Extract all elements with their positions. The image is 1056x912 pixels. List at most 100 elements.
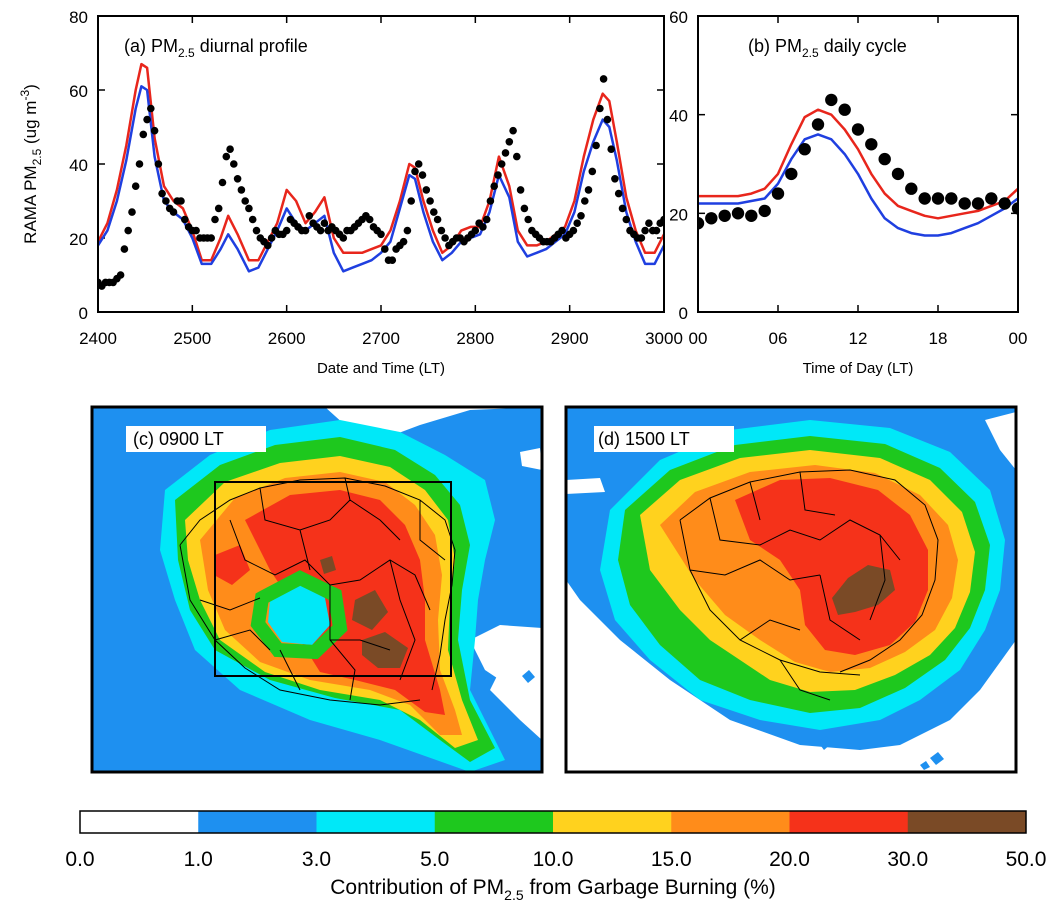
observed-point [798, 143, 811, 156]
map-c-red-spot-west [214, 545, 250, 585]
observed-point [825, 93, 838, 107]
map-c-zone-30-50-b [362, 632, 408, 668]
observed-point [192, 226, 200, 235]
observed-point [577, 212, 585, 220]
y-tick-label: 40 [69, 156, 88, 175]
observed-point [652, 226, 661, 235]
panel-a-red-series [98, 62, 664, 262]
observed-point [958, 197, 971, 210]
observed-point [282, 226, 291, 235]
map-c-white-patch [470, 625, 542, 700]
colorbar-segment [80, 811, 199, 833]
observed-point [226, 145, 234, 153]
map-panel-d: (d) 1500 LT [566, 407, 1016, 772]
observed-point [509, 126, 517, 135]
observed-point [158, 189, 166, 198]
red-line [98, 62, 664, 262]
observed-point [128, 208, 136, 216]
observed-point [131, 182, 140, 190]
observed-point [905, 182, 918, 195]
map-c-zone-30-50-c [320, 556, 336, 574]
observed-point [479, 223, 487, 231]
observed-point [569, 226, 578, 235]
observed-point [878, 152, 891, 166]
observed-point [381, 245, 389, 253]
colorbar-tick-label: 10.0 [533, 848, 574, 871]
observed-point [124, 226, 132, 235]
colorbar-segment [907, 811, 1027, 833]
map-panel-c: (c) 0900 LT [92, 407, 542, 772]
observed-point [945, 192, 958, 205]
observed-point [618, 204, 627, 213]
map-d-label: (d) 1500 LT [598, 429, 690, 449]
colorbar-tick-label: 0.0 [65, 848, 94, 871]
y-tick-label: 60 [669, 8, 688, 27]
colorbar-segment [553, 811, 672, 833]
map-c-label: (c) 0900 LT [133, 429, 224, 449]
observed-point [641, 226, 649, 235]
panel-a-observed-series [98, 75, 664, 290]
observed-point [758, 204, 771, 218]
observed-point [998, 197, 1011, 210]
observed-point [418, 171, 427, 179]
observed-point [573, 219, 581, 227]
observed-point [154, 160, 163, 168]
observed-point [622, 215, 631, 224]
colorbar-tick-label: 20.0 [769, 848, 810, 871]
observed-point [120, 245, 129, 253]
observed-point [365, 215, 374, 224]
colorbar-segment [671, 811, 790, 833]
observed-point [407, 197, 416, 205]
observed-point [490, 182, 499, 190]
observed-point [486, 197, 495, 205]
observed-point [471, 226, 480, 235]
observed-point [241, 197, 249, 205]
observed-point [497, 160, 506, 168]
colorbar-tick-label: 30.0 [887, 848, 928, 871]
map-d-white-bottom [566, 600, 790, 772]
observed-point [596, 104, 604, 113]
colorbar-tick-label: 3.0 [302, 848, 331, 871]
map-c-white-edge [520, 448, 542, 470]
colorbar-segment [434, 811, 554, 833]
observed-point [851, 123, 865, 136]
observed-point [705, 212, 718, 225]
x-tick-label: 2400 [79, 329, 117, 348]
x-tick-label: 2900 [551, 329, 589, 348]
observed-point [607, 145, 615, 153]
observed-point [482, 215, 491, 224]
observed-point [811, 118, 825, 131]
map-d-coast-lines [679, 469, 939, 701]
observed-point [865, 138, 878, 151]
colorbar-segment [198, 811, 317, 833]
observed-point [505, 138, 514, 146]
map-d-blue-dot-3 [920, 761, 930, 770]
panel-b-red-series [698, 108, 1018, 220]
observed-point [214, 204, 223, 213]
panel-b-ticks: 0 20 40 60 00 06 12 18 00 [669, 8, 1027, 348]
y-tick-label: 60 [69, 82, 88, 101]
observed-point [718, 209, 731, 222]
map-c-inner-domain-box [214, 481, 452, 677]
panel-a-frame [97, 15, 665, 313]
observed-point [611, 175, 619, 183]
y-tick-label: 0 [79, 304, 88, 323]
observed-point [233, 175, 242, 183]
blue-line [698, 133, 1018, 237]
x-tick-label: 12 [849, 329, 868, 348]
observed-point [637, 234, 646, 242]
observed-point [218, 178, 227, 187]
colorbar: 0.0 1.0 3.0 5.0 10.0 15.0 20.0 30.0 50.0 Contrib… [65, 810, 1046, 903]
map-c-coast-lines [179, 477, 456, 706]
map-d-frame [564, 405, 1018, 774]
observed-point [430, 208, 438, 216]
panel-a-xlabel: Date and Time (LT) [317, 360, 445, 377]
observed-point [771, 187, 785, 200]
map-c-label-bg [126, 426, 266, 452]
observed-point [558, 226, 566, 235]
observed-point [305, 212, 314, 220]
map-d-zone-30-50 [832, 565, 895, 615]
observed-point [388, 256, 397, 265]
observed-point [169, 208, 178, 216]
